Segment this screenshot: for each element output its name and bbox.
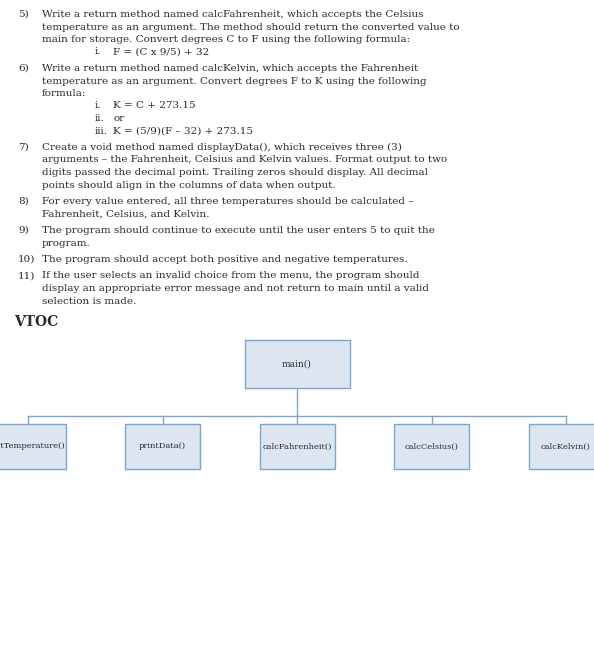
FancyBboxPatch shape xyxy=(0,424,65,469)
Text: i.: i. xyxy=(95,102,102,110)
Text: main for storage. Convert degrees C to F using the following formula:: main for storage. Convert degrees C to F… xyxy=(42,35,410,44)
FancyBboxPatch shape xyxy=(125,424,200,469)
Text: Fahrenheit, Celsius, and Kelvin.: Fahrenheit, Celsius, and Kelvin. xyxy=(42,209,210,218)
Text: getTemperature(): getTemperature() xyxy=(0,443,65,451)
Text: VTOC: VTOC xyxy=(14,315,58,329)
Text: 7): 7) xyxy=(18,143,29,152)
Text: i.: i. xyxy=(95,47,102,56)
Text: F = (C x 9/5) + 32: F = (C x 9/5) + 32 xyxy=(113,47,209,56)
Text: arguments – the Fahrenheit, Celsius and Kelvin values. Format output to two: arguments – the Fahrenheit, Celsius and … xyxy=(42,155,447,165)
Text: Create a void method named displayData(), which receives three (3): Create a void method named displayData()… xyxy=(42,143,402,152)
Text: If the user selects an invalid choice from the menu, the program should: If the user selects an invalid choice fr… xyxy=(42,272,419,281)
Text: 11): 11) xyxy=(18,272,36,281)
Text: printData(): printData() xyxy=(139,443,186,451)
Text: or: or xyxy=(113,114,124,123)
Text: ii.: ii. xyxy=(95,114,105,123)
Text: 6): 6) xyxy=(18,64,29,73)
Text: formula:: formula: xyxy=(42,89,86,98)
FancyBboxPatch shape xyxy=(260,424,334,469)
Text: display an appropriate error message and not return to main until a valid: display an appropriate error message and… xyxy=(42,284,429,293)
Text: main(): main() xyxy=(282,359,312,369)
Text: K = C + 273.15: K = C + 273.15 xyxy=(113,102,195,110)
Text: calcFahrenheit(): calcFahrenheit() xyxy=(263,443,331,451)
FancyBboxPatch shape xyxy=(394,424,469,469)
Text: The program should continue to execute until the user enters 5 to quit the: The program should continue to execute u… xyxy=(42,226,435,235)
Text: 9): 9) xyxy=(18,226,29,235)
Text: digits passed the decimal point. Trailing zeros should display. All decimal: digits passed the decimal point. Trailin… xyxy=(42,168,428,177)
Text: selection is made.: selection is made. xyxy=(42,297,136,306)
Text: Write a return method named calcFahrenheit, which accepts the Celsius: Write a return method named calcFahrenhe… xyxy=(42,10,424,19)
Text: 10): 10) xyxy=(18,255,36,264)
FancyBboxPatch shape xyxy=(529,424,594,469)
Text: 8): 8) xyxy=(18,197,29,206)
Text: temperature as an argument. Convert degrees F to K using the following: temperature as an argument. Convert degr… xyxy=(42,77,426,85)
FancyBboxPatch shape xyxy=(245,340,349,388)
Text: iii.: iii. xyxy=(95,127,108,136)
Text: program.: program. xyxy=(42,239,91,247)
Text: The program should accept both positive and negative temperatures.: The program should accept both positive … xyxy=(42,255,407,264)
Text: calcKelvin(): calcKelvin() xyxy=(541,443,591,451)
Text: 5): 5) xyxy=(18,10,29,19)
Text: calcCelsius(): calcCelsius() xyxy=(405,443,459,451)
Text: temperature as an argument. The method should return the converted value to: temperature as an argument. The method s… xyxy=(42,22,460,31)
Text: K = (5/9)(F – 32) + 273.15: K = (5/9)(F – 32) + 273.15 xyxy=(113,127,253,136)
Text: For every value entered, all three temperatures should be calculated –: For every value entered, all three tempe… xyxy=(42,197,413,206)
Text: Write a return method named calcKelvin, which accepts the Fahrenheit: Write a return method named calcKelvin, … xyxy=(42,64,418,73)
Text: points should align in the columns of data when output.: points should align in the columns of da… xyxy=(42,180,336,190)
